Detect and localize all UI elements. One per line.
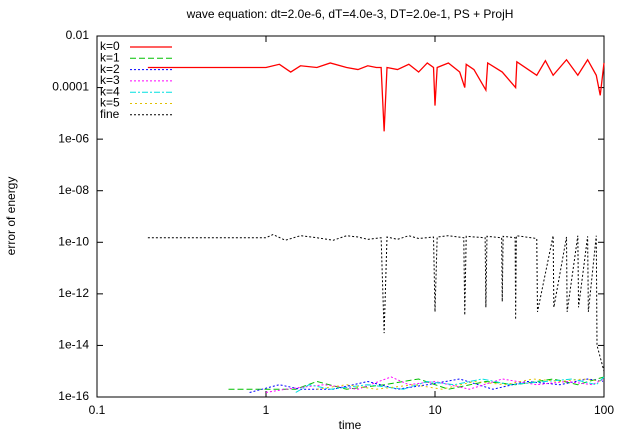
series-line (147, 58, 605, 132)
legend-label: k=5 (100, 96, 120, 110)
x-tick-label: 10 (428, 403, 442, 417)
y-tick-label: 0.0001 (52, 80, 89, 94)
y-tick-label: 0.01 (66, 28, 90, 42)
y-tick-label: 1e-06 (58, 131, 89, 145)
legend-label: fine (100, 107, 120, 121)
series-line (295, 376, 605, 393)
y-tick-label: 1e-10 (58, 234, 89, 248)
y-tick-label: 1e-08 (58, 183, 89, 197)
series-line (265, 376, 605, 393)
series-line (228, 376, 605, 390)
legend-label: k=2 (100, 62, 120, 76)
x-axis-label: time (339, 418, 362, 432)
x-tick-label: 100 (594, 403, 614, 417)
series-line (147, 233, 605, 372)
legend-label: k=0 (100, 39, 120, 53)
y-tick-label: 1e-14 (58, 338, 89, 352)
x-tick-label: 1 (263, 403, 270, 417)
legend-label: k=4 (100, 84, 120, 98)
chart-title: wave equation: dt=2.0e-6, dT=4.0e-3, DT=… (186, 7, 514, 21)
x-tick-label: 0.1 (89, 403, 106, 417)
legend-label: k=1 (100, 50, 120, 64)
y-tick-label: 1e-16 (58, 389, 89, 403)
y-tick-label: 1e-12 (58, 286, 89, 300)
legend-label: k=3 (100, 73, 120, 87)
series-line (316, 378, 605, 390)
y-axis-label: error of energy (4, 177, 18, 256)
plot-frame (96, 35, 605, 398)
